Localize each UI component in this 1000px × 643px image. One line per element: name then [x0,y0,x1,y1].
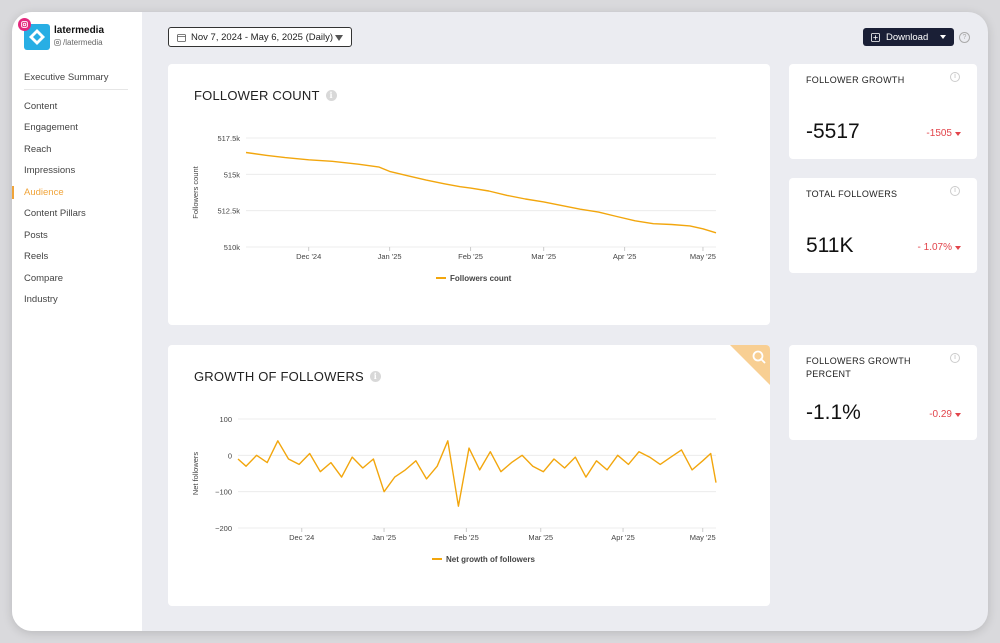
sidebar-item-posts[interactable]: Posts [24,229,48,241]
followers-growth-percent-change: -0.29 [929,409,961,420]
down-arrow-icon [955,245,961,250]
y-axis-label: Followers count [191,165,200,218]
x-tick-label: Dec '24 [289,533,314,542]
followers-growth-percent-value: -1.1% [806,401,861,424]
follower-growth-change-value: -1505 [926,128,952,139]
chevron-down-icon [335,35,343,41]
question-icon[interactable]: ? [959,32,970,43]
y-tick-label: −200 [215,524,232,533]
x-tick-label: Feb '25 [454,533,479,542]
sidebar-item-content[interactable]: Content [24,100,58,112]
brand-logo [24,24,50,50]
y-tick-label: 515k [224,170,241,179]
y-tick-label: 100 [219,415,232,424]
followers-growth-percent-change-value: -0.29 [929,409,952,420]
sidebar-item-audience[interactable]: Audience [12,182,142,204]
y-axis-label: Net followers [191,452,200,496]
legend-label: Followers count [450,274,512,283]
sidebar-item-engagement[interactable]: Engagement [24,122,78,133]
follower-count-header: FOLLOWER COUNT i [194,88,337,103]
total-followers-card: TOTAL FOLLOWERS i 511K - 1.07% [789,178,977,273]
download-icon [871,32,880,42]
info-icon[interactable]: i [950,186,960,196]
brand-handle: /latermedia [54,38,103,47]
follower-growth-value: -5517 [806,120,860,143]
sidebar-item-industry[interactable]: Industry [24,294,58,305]
download-label: Download [886,31,929,43]
growth-of-followers-card: GROWTH OF FOLLOWERS i 100 0 −100 −200 Dec '2… [168,345,770,606]
sidebar-item-impressions[interactable]: Impressions [24,165,76,176]
x-tick-label: Apr '25 [613,252,637,261]
sidebar-item-compare[interactable]: Compare [24,272,64,284]
total-followers-change: - 1.07% [918,242,961,253]
download-button[interactable]: Download [863,28,954,46]
date-range-value: Nov 7, 2024 - May 6, 2025 (Daily) [191,31,334,43]
y-tick-label: 510k [224,243,241,252]
x-tick-label: Jan '25 [372,533,396,542]
follower-count-card: FOLLOWER COUNT i 510k 512.5k 515k 517.5k Dec… [168,64,770,325]
calendar-icon [177,33,186,42]
growth-of-followers-chart: 100 0 −100 −200 Dec '24 Jan '25 Feb '25 Mar '25… [191,415,717,564]
info-icon[interactable]: i [950,72,960,82]
info-icon[interactable]: i [950,353,960,363]
x-tick-label: Jan '25 [378,252,402,261]
y-tick-label: 0 [228,451,232,460]
nav-divider [24,89,128,90]
legend-label: Net growth of followers [446,555,535,564]
sidebar-item-content-pillars[interactable]: Content Pillars [24,208,86,219]
info-icon[interactable]: i [325,90,337,101]
series-line [237,440,717,507]
info-icon[interactable]: i [369,371,381,382]
instagram-icon [18,18,31,31]
y-tick-label: 512.5k [217,207,240,216]
down-arrow-icon [955,412,961,417]
follower-count-title: FOLLOWER COUNT [194,88,320,103]
y-tick-label: −100 [215,488,232,497]
total-followers-change-value: - 1.07% [917,242,952,253]
x-tick-label: Mar '25 [531,252,556,261]
sidebar: latermedia /latermedia Executive Summary… [12,12,142,631]
brand-handle-text: /latermedia [63,38,103,47]
follower-growth-title: FOLLOWER GROWTH [806,75,905,85]
brand-header: latermedia /latermedia [18,18,139,64]
y-tick-label: 517.5k [217,134,240,143]
followers-growth-percent-title: FOLLOWERS GROWTH PERCENT [806,356,911,379]
instagram-small-icon [54,39,61,46]
x-tick-label: May '25 [690,533,716,542]
sidebar-nav: Executive Summary Content Engagement Rea… [12,67,142,311]
search-icon[interactable] [730,345,770,385]
x-tick-label: May '25 [690,252,716,261]
caret-down-icon [940,35,946,39]
growth-of-followers-title: GROWTH OF FOLLOWERS [194,369,364,384]
follower-count-chart: 510k 512.5k 515k 517.5k Dec '24 Jan '25 Feb '2… [191,134,717,283]
x-tick-label: Mar '25 [528,533,553,542]
brand-name: latermedia [54,25,105,36]
followers-growth-percent-card: FOLLOWERS GROWTH PERCENT i -1.1% -0.29 [789,345,977,440]
follower-growth-card: FOLLOWER GROWTH i -5517 -1505 [789,64,977,159]
app-window: latermedia /latermedia Executive Summary… [12,12,988,631]
sidebar-item-reach[interactable]: Reach [24,143,52,155]
x-tick-label: Apr '25 [611,533,635,542]
series-line [245,151,717,234]
date-range-select[interactable]: Nov 7, 2024 - May 6, 2025 (Daily) [168,27,352,47]
sidebar-item-executive-summary[interactable]: Executive Summary [24,72,109,83]
x-tick-label: Dec '24 [296,252,321,261]
sidebar-item-reels[interactable]: Reels [24,251,49,262]
growth-of-followers-header: GROWTH OF FOLLOWERS i [194,369,381,384]
follower-growth-change: -1505 [926,128,961,139]
total-followers-value: 511K [806,234,854,257]
total-followers-title: TOTAL FOLLOWERS [806,189,898,199]
x-tick-label: Feb '25 [458,252,483,261]
down-arrow-icon [955,131,961,136]
